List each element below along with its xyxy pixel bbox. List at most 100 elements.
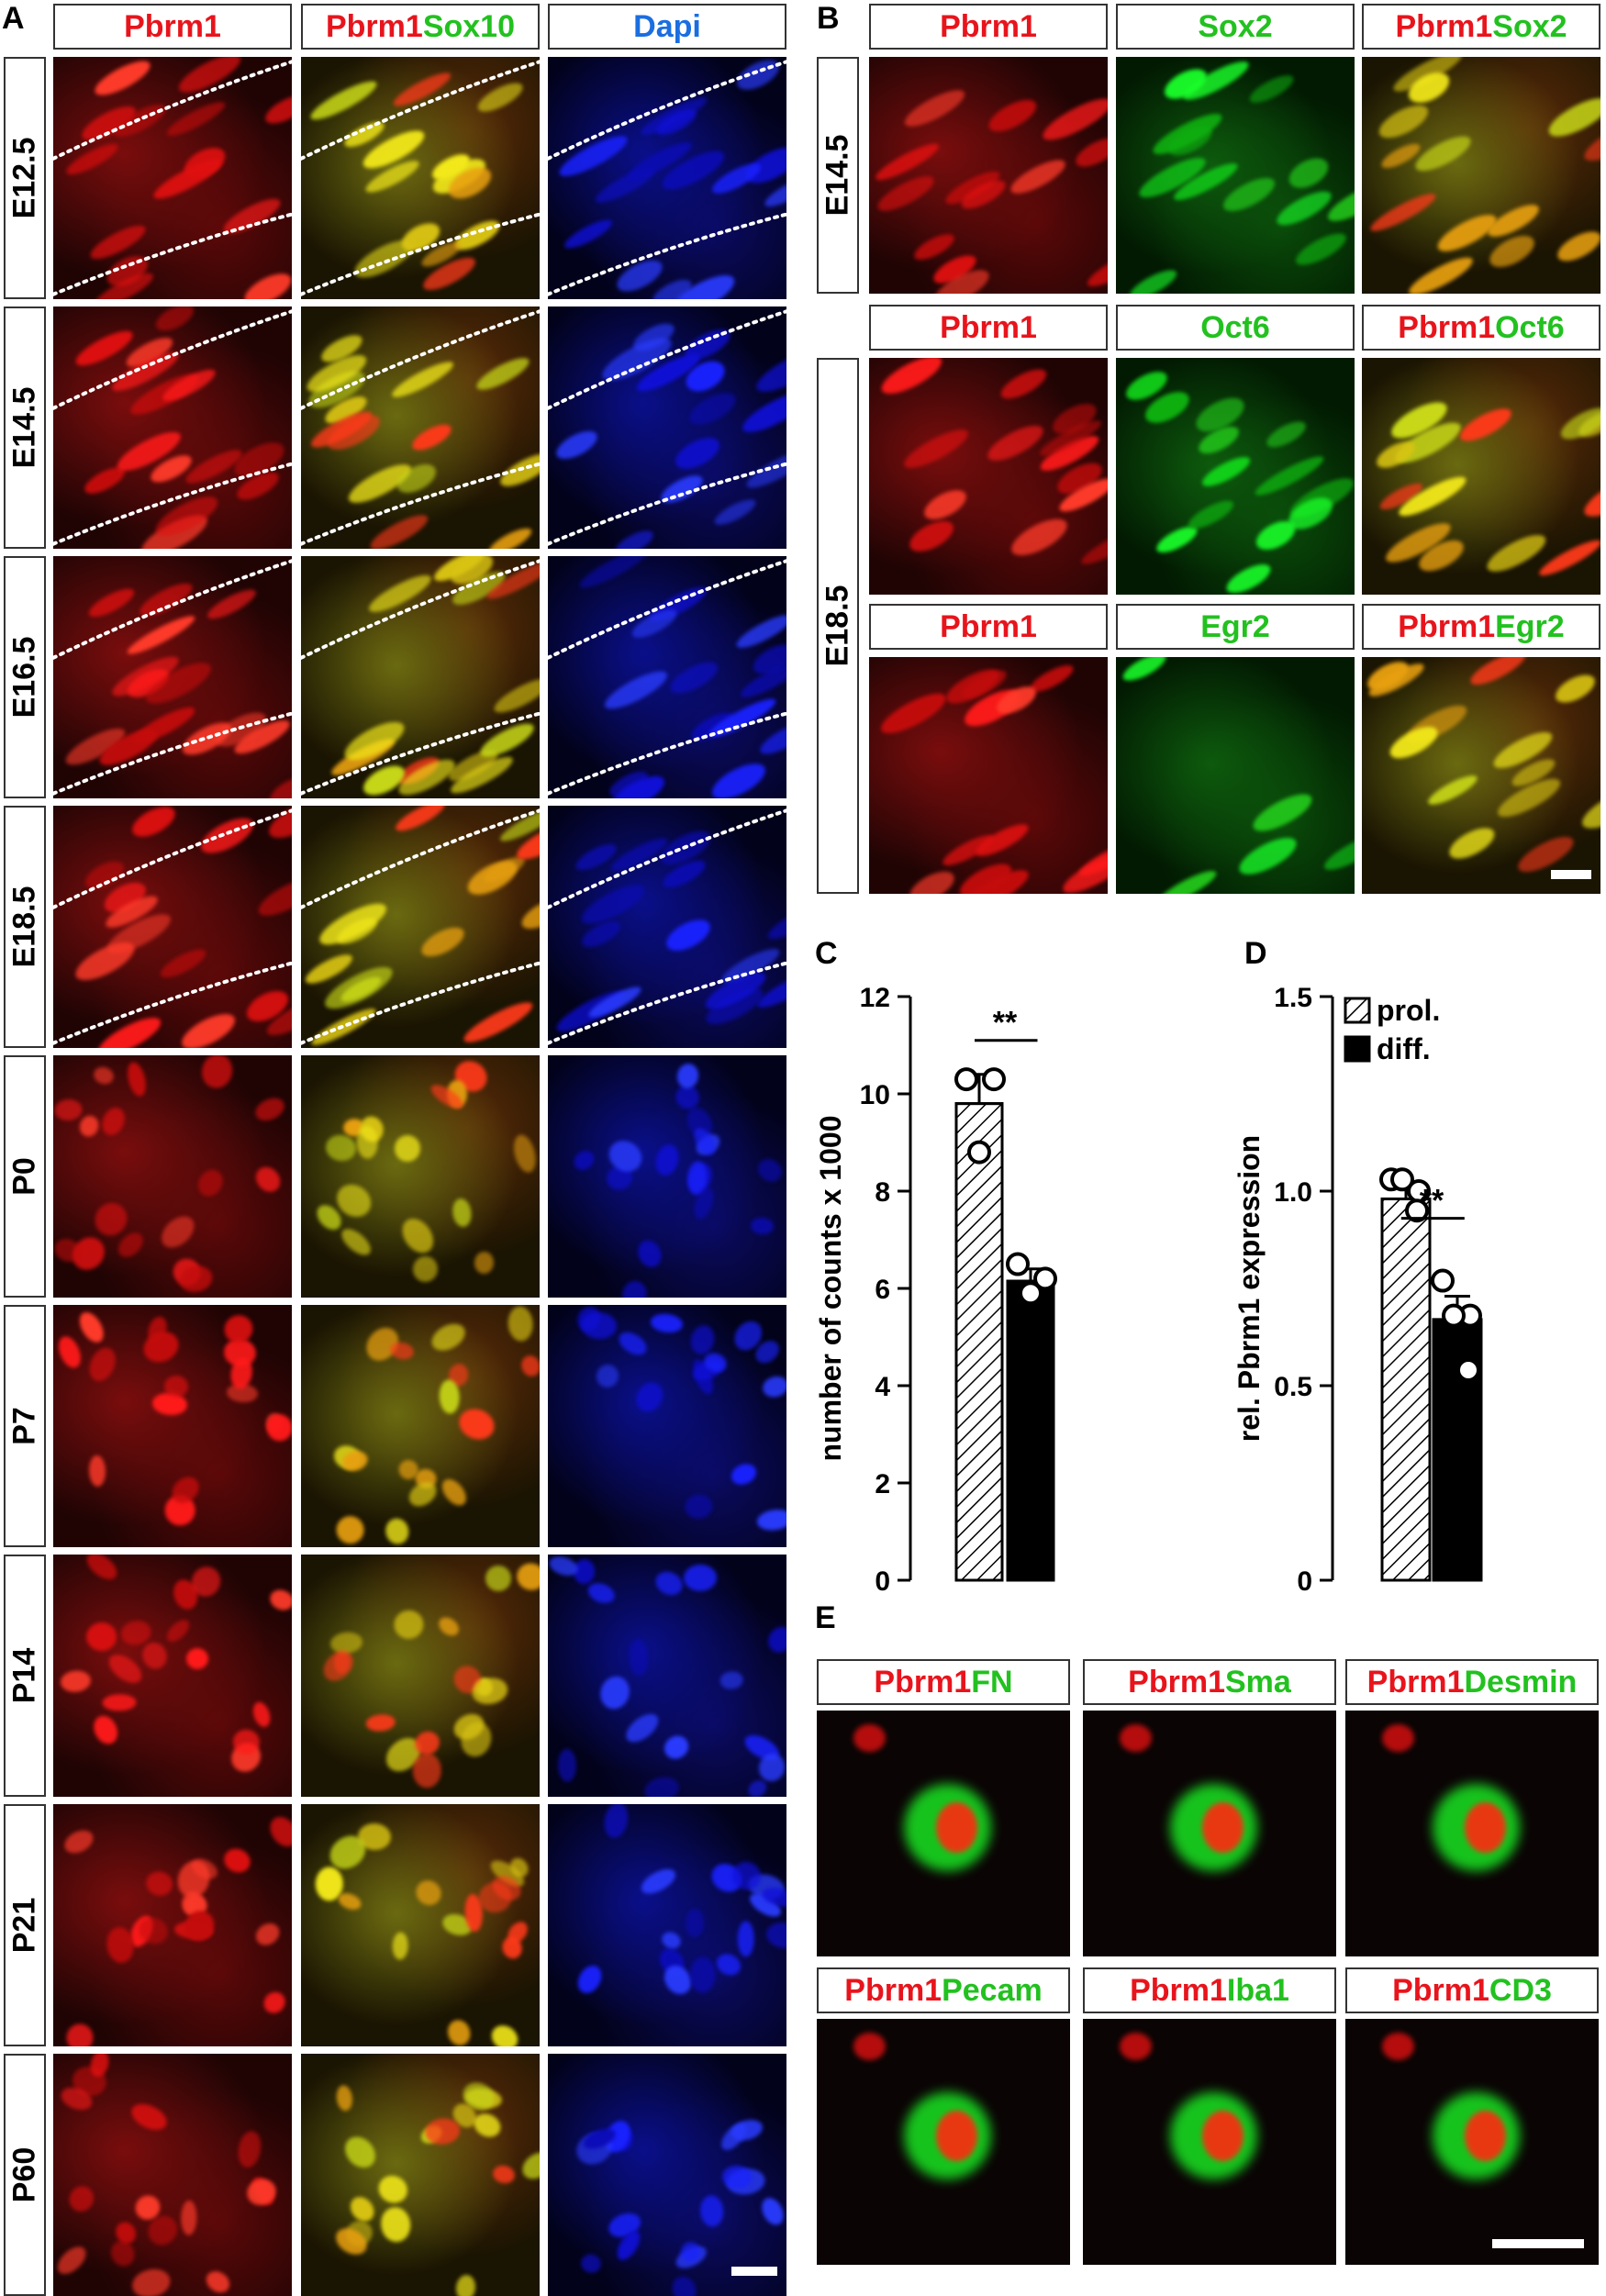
nucleus: [1154, 864, 1220, 894]
nucleus: [383, 1517, 412, 1547]
red-nucleus: [1120, 2033, 1152, 2060]
y-tick-label: 8: [875, 1177, 890, 1208]
nucleus: [984, 94, 1043, 139]
nucleus: [660, 1731, 693, 1764]
panel-a-image-tile: [548, 556, 786, 798]
panel-a-image-tile: [548, 57, 786, 299]
outline-path: [301, 309, 540, 410]
outline-dotted: [548, 60, 786, 296]
nucleus: [1455, 402, 1515, 448]
panel-b-header-0-1: Sox2: [1116, 4, 1355, 50]
data-point: [954, 1067, 978, 1092]
nucleus: [98, 1104, 129, 1140]
header-part: Pbrm1: [1398, 309, 1496, 345]
nucleus: [89, 1711, 123, 1748]
panel-e-header-3: Pbrm1 Pecam: [817, 1967, 1070, 2013]
nucleus: [65, 2023, 95, 2046]
nucleus: [65, 2181, 99, 2216]
panel-a-image-tile: [548, 1555, 786, 1797]
nucleus: [593, 1362, 622, 1391]
nucleus: [427, 1319, 470, 1357]
nucleus: [1272, 184, 1336, 231]
legend-swatch: [1344, 997, 1371, 1024]
row-label-text: E18.5: [6, 886, 42, 968]
nucleus: [699, 2194, 724, 2227]
data-point: [1442, 1303, 1466, 1328]
outline-path: [301, 60, 540, 161]
nucleus: [1083, 244, 1108, 293]
nucleus: [77, 1113, 102, 1140]
row-label-text: E14.5: [6, 386, 42, 469]
header-part: Pbrm1: [940, 608, 1037, 644]
nucleus: [220, 1845, 254, 1877]
nucleus: [243, 2175, 280, 2210]
header-part: Pbrm1: [1398, 608, 1496, 644]
outline-dotted: [548, 559, 786, 796]
panel-e-header-2: Pbrm1 Desmin: [1345, 1659, 1599, 1705]
nucleus: [1037, 92, 1108, 148]
nucleus: [514, 1560, 540, 1594]
panel-a-row-label: P0: [4, 1055, 46, 1298]
chart-c: 0 2 4 6 8 10 12 number of counts x 1000 **: [814, 983, 1057, 1597]
panel-b-header-2-0: Pbrm1: [869, 604, 1108, 650]
panel-e-image-tile: [1083, 1711, 1336, 1956]
panel-b-header-1-1: Oct6: [1116, 305, 1355, 351]
nucleus: [1007, 153, 1070, 199]
nucleus: [712, 1949, 744, 1979]
header-part: Sox2: [1492, 8, 1567, 44]
panel-a-image-tile: [301, 57, 540, 299]
panel-a-row-label: P60: [4, 2054, 46, 2296]
header-part: Pbrm1: [1395, 8, 1493, 44]
nucleus: [764, 1622, 786, 1657]
panel-a-image-tile: [548, 307, 786, 549]
outline-dotted: [53, 559, 292, 796]
panel-b-image-tile: [869, 657, 1108, 894]
nucleus: [139, 1326, 184, 1368]
nucleus: [614, 1327, 651, 1360]
nucleus: [437, 1475, 471, 1510]
nucleus: [755, 1507, 786, 1533]
nucleus: [1404, 251, 1478, 294]
panel-c-label: C: [815, 936, 838, 971]
nucleus: [1233, 830, 1301, 882]
nucleus: [1444, 821, 1500, 865]
nucleus: [1198, 451, 1254, 492]
nucleus: [1006, 512, 1073, 563]
legend-label: prol.: [1377, 994, 1440, 1027]
header-part: Pbrm1: [1392, 1972, 1489, 2008]
panel-a-header-0: Pbrm1: [53, 4, 292, 50]
nucleus: [760, 1373, 786, 1400]
chart-d: 0 0.5 1.0 1.5 rel. Pbrm1 expression ** prol. di…: [1232, 983, 1483, 1597]
nucleus: [194, 1165, 228, 1201]
outline-path: [301, 559, 540, 660]
header-part: Egr2: [1200, 608, 1270, 644]
header-part: Oct6: [1495, 309, 1565, 345]
bar-0: [954, 1102, 1004, 1582]
y-tick-label: 12: [860, 983, 890, 1013]
nucleus: [438, 1379, 461, 1415]
data-point: [967, 1140, 991, 1165]
panel-b-row-label: E14.5: [817, 57, 859, 294]
nucleus: [1245, 70, 1298, 108]
nucleus: [124, 1059, 150, 1098]
outline-path: [53, 309, 292, 410]
header-part: Pbrm1: [844, 1972, 942, 2008]
nucleus: [584, 1579, 618, 1607]
header-part: FN: [971, 1664, 1013, 1700]
outline-path: [53, 462, 292, 546]
nucleus: [162, 1616, 194, 1646]
outline-path: [548, 711, 786, 796]
nucleus: [490, 2163, 517, 2186]
panel-a-label: A: [2, 1, 25, 36]
nucleus: [127, 2098, 172, 2135]
outline-path: [301, 961, 540, 1045]
header-part: Sma: [1225, 1664, 1291, 1700]
nucleus: [675, 1062, 701, 1090]
panel-a-row-label: E18.5: [4, 806, 46, 1048]
nucleus: [84, 1343, 120, 1386]
data-point: [1006, 1252, 1030, 1276]
data-point: [1390, 1167, 1414, 1192]
nucleus: [689, 1956, 717, 1993]
y-tick-label: 0: [1297, 1566, 1312, 1597]
nucleus: [334, 2084, 354, 2112]
